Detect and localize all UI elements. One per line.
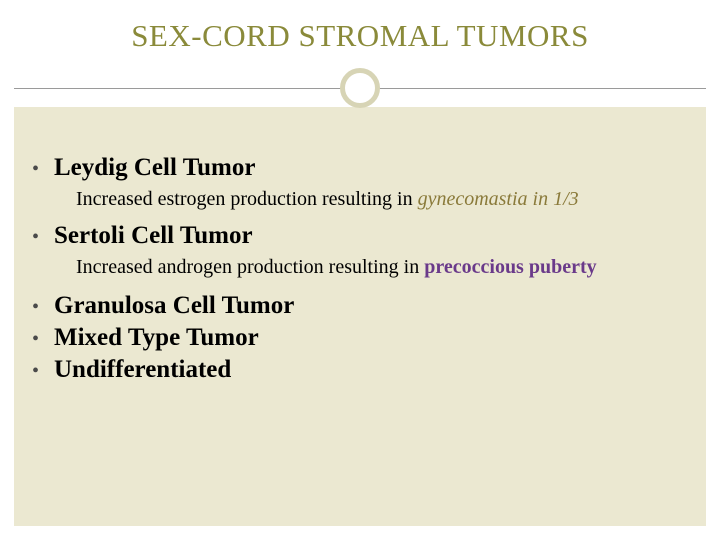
item-heading: Mixed Type Tumor bbox=[54, 324, 259, 352]
item-heading: Leydig Cell Tumor bbox=[54, 154, 255, 182]
bullet-icon: • bbox=[32, 227, 54, 247]
subtext-highlight: precoccious puberty bbox=[424, 256, 596, 278]
item-heading: Sertoli Cell Tumor bbox=[54, 222, 253, 250]
item-subtext: Increased androgen production resulting … bbox=[76, 254, 692, 280]
title-circle-decoration bbox=[340, 68, 380, 108]
bullet-icon: • bbox=[32, 159, 54, 179]
list-item: • Sertoli Cell Tumor bbox=[32, 222, 692, 250]
subtext-prefix: Increased estrogen production resulting … bbox=[76, 188, 418, 210]
list-item: • Mixed Type Tumor bbox=[32, 324, 692, 352]
item-subtext: Increased estrogen production resulting … bbox=[76, 186, 692, 212]
content-area: • Leydig Cell Tumor Increased estrogen p… bbox=[32, 150, 692, 384]
bullet-icon: • bbox=[32, 361, 54, 381]
item-heading: Undifferentiated bbox=[54, 356, 231, 384]
item-heading: Granulosa Cell Tumor bbox=[54, 292, 294, 320]
list-item: • Leydig Cell Tumor bbox=[32, 154, 692, 182]
bullet-icon: • bbox=[32, 329, 54, 349]
list-item: • Granulosa Cell Tumor bbox=[32, 292, 692, 320]
bullet-icon: • bbox=[32, 297, 54, 317]
list-item: • Undifferentiated bbox=[32, 356, 692, 384]
subtext-highlight: gynecomastia in 1/3 bbox=[418, 188, 579, 210]
slide-title: SEX-CORD STROMAL TUMORS bbox=[0, 18, 720, 54]
subtext-prefix: Increased androgen production resulting … bbox=[76, 256, 424, 278]
slide: SEX-CORD STROMAL TUMORS • Leydig Cell Tu… bbox=[0, 0, 720, 540]
